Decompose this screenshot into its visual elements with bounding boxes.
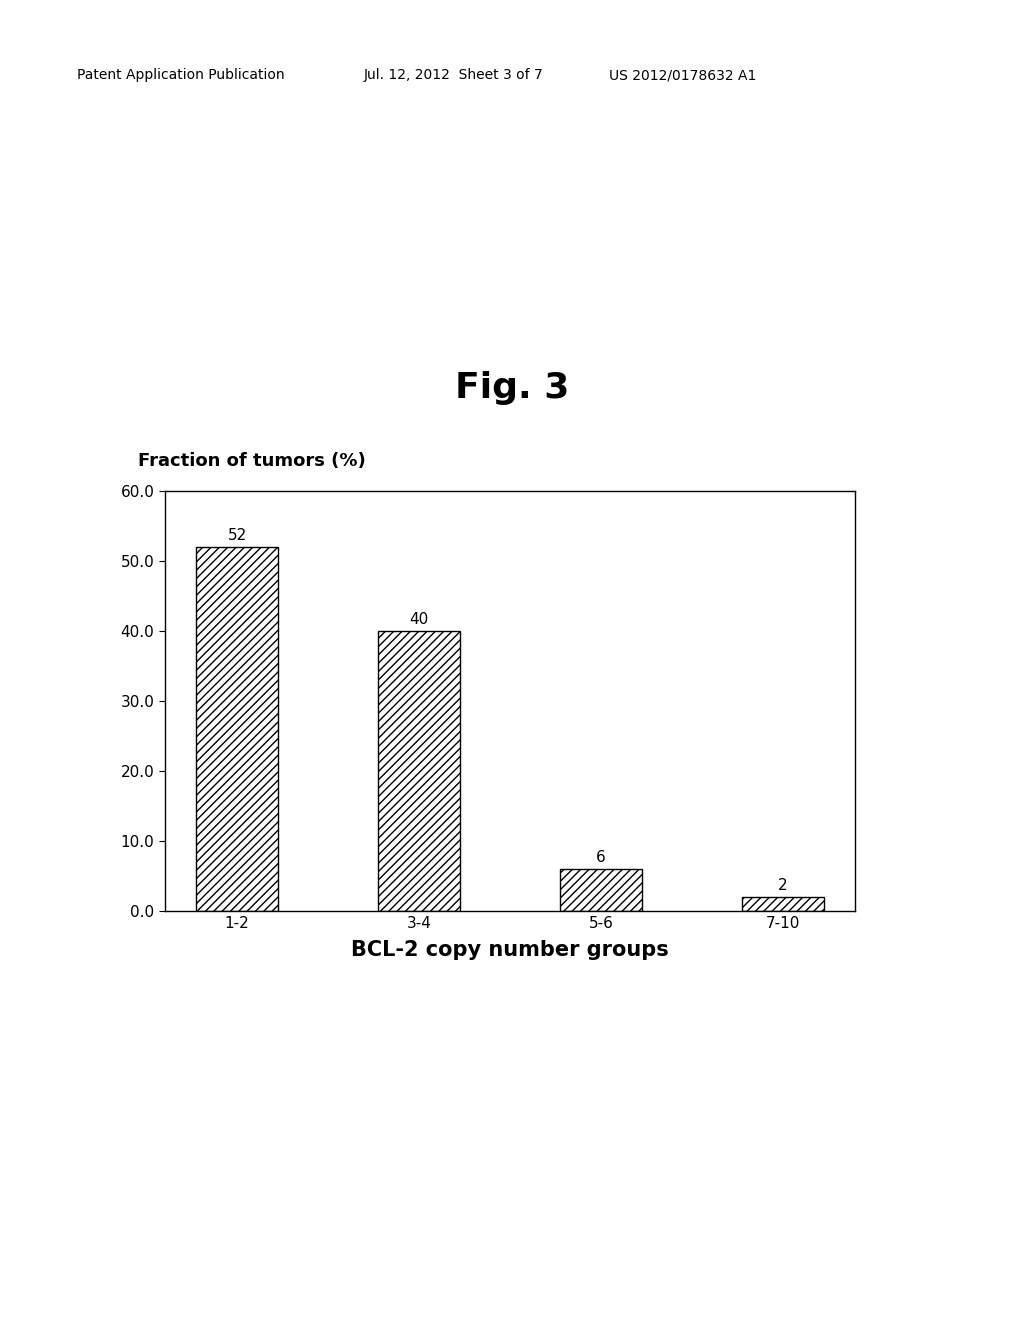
Bar [197,546,279,911]
Text: 52: 52 [227,528,247,543]
Text: 2: 2 [778,878,787,892]
Text: 6: 6 [596,850,606,865]
Bar [378,631,460,911]
Bar [741,896,823,911]
Text: BCL-2 copy number groups: BCL-2 copy number groups [351,940,669,960]
Text: Jul. 12, 2012  Sheet 3 of 7: Jul. 12, 2012 Sheet 3 of 7 [364,69,544,82]
Text: Fraction of tumors (%): Fraction of tumors (%) [138,451,366,470]
Text: Patent Application Publication: Patent Application Publication [77,69,285,82]
Text: 40: 40 [410,611,429,627]
Bar [560,869,642,911]
Text: US 2012/0178632 A1: US 2012/0178632 A1 [609,69,757,82]
Text: Fig. 3: Fig. 3 [455,371,569,405]
